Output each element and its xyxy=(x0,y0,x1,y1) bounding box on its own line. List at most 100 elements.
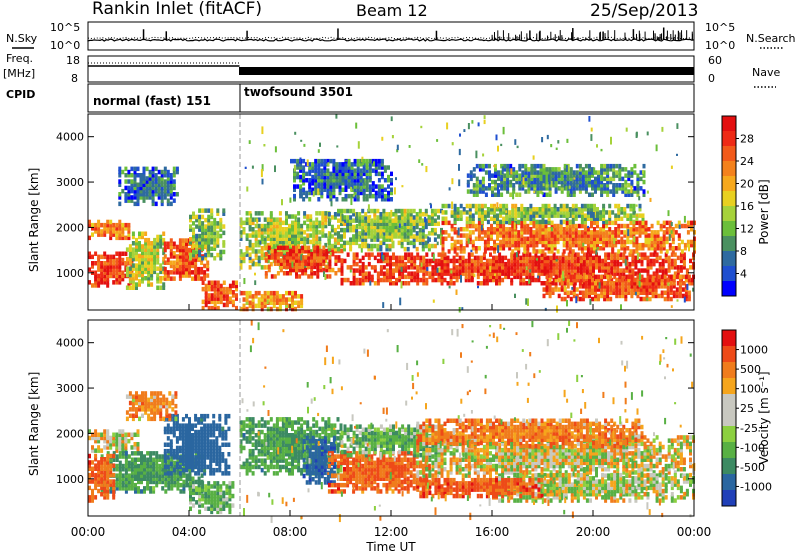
echo-cell xyxy=(178,263,182,269)
echo-cell xyxy=(568,230,572,235)
echo-cell xyxy=(424,240,428,246)
echo-cell xyxy=(590,134,593,141)
echo-cell xyxy=(272,223,276,229)
echo-cell xyxy=(673,261,677,267)
echo-cell xyxy=(476,274,480,280)
echo-cell xyxy=(585,277,589,283)
echo-cell xyxy=(677,242,681,248)
echo-cell xyxy=(642,281,646,286)
echo-cell xyxy=(481,176,485,182)
echo-cell xyxy=(656,236,660,241)
echo-cell xyxy=(318,230,322,235)
echo-cell xyxy=(400,208,404,214)
echo-cell xyxy=(582,261,586,267)
echo-cell xyxy=(340,237,343,242)
echo-cell xyxy=(562,227,566,232)
echo-cell xyxy=(244,252,247,255)
echo-cell xyxy=(279,251,283,257)
echo-cell xyxy=(635,242,639,248)
echo-cell xyxy=(422,274,426,280)
echo-cell xyxy=(552,268,556,273)
echo-cell xyxy=(355,231,359,236)
echo-cell xyxy=(397,234,401,239)
echo-cell xyxy=(562,210,566,215)
echo-cell xyxy=(453,249,457,254)
echo-cell xyxy=(207,237,211,242)
echo-cell xyxy=(396,144,399,151)
echo-cell xyxy=(512,176,516,182)
echo-cell xyxy=(135,269,138,275)
echo-cell xyxy=(210,293,214,298)
echo-cell xyxy=(608,220,612,226)
echo-cell xyxy=(142,198,146,203)
echo-cell xyxy=(166,198,170,203)
echo-cell xyxy=(602,246,606,251)
echo-cell xyxy=(274,146,277,153)
echo-cell xyxy=(554,173,558,178)
echo-cell xyxy=(533,191,536,194)
noise-panel-frame xyxy=(87,21,695,51)
echo-cell xyxy=(349,240,353,246)
echo-cell xyxy=(687,281,691,286)
echo-cell xyxy=(219,217,223,223)
echo-cell xyxy=(636,179,640,185)
echo-cell xyxy=(548,183,552,188)
echo-cell xyxy=(91,264,94,269)
echo-cell xyxy=(524,170,528,175)
echo-cell xyxy=(115,276,119,282)
echo-cell xyxy=(427,243,431,249)
echo-cell xyxy=(121,270,125,275)
echo-cell xyxy=(349,269,352,273)
echo-cell xyxy=(376,252,380,257)
echo-cell xyxy=(131,247,135,252)
echo-cell xyxy=(142,182,146,187)
echo-cell xyxy=(219,293,223,298)
echo-cell xyxy=(299,174,303,180)
echo-cell xyxy=(356,193,360,199)
echo-cell xyxy=(562,203,566,209)
echo-cell xyxy=(631,258,635,264)
echo-cell xyxy=(485,268,489,273)
echo-cell xyxy=(91,432,94,437)
echo-cell xyxy=(496,219,499,225)
echo-cell xyxy=(314,168,318,173)
echo-cell xyxy=(619,169,621,173)
echo-cell xyxy=(686,283,689,291)
echo-cell xyxy=(536,186,540,191)
echo-cell xyxy=(235,293,238,298)
echo-cell xyxy=(484,170,488,175)
echo-cell xyxy=(207,208,211,213)
echo-cell xyxy=(303,220,307,226)
echo-cell xyxy=(301,248,305,254)
echo-cell xyxy=(592,268,595,273)
echo-cell xyxy=(572,290,576,295)
echo-cell xyxy=(579,258,583,264)
echo-cell xyxy=(638,280,641,288)
echo-cell xyxy=(198,227,202,232)
echo-cell xyxy=(434,277,438,283)
echo-cell xyxy=(151,201,155,207)
echo-cell xyxy=(606,163,610,169)
echo-cell xyxy=(398,265,402,270)
echo-cell xyxy=(461,261,465,267)
echo-cell xyxy=(115,438,119,444)
echo-cell xyxy=(607,277,611,283)
echo-cell xyxy=(278,227,282,232)
echo-cell xyxy=(469,189,473,194)
echo-cell xyxy=(338,184,342,189)
echo-cell xyxy=(376,215,380,220)
echo-cell xyxy=(615,173,619,178)
echo-cell xyxy=(428,258,432,264)
echo-cell xyxy=(646,131,649,136)
echo-cell xyxy=(569,193,572,197)
echo-cell xyxy=(511,220,515,226)
echo-cell xyxy=(610,271,614,276)
echo-cell xyxy=(352,258,356,264)
echo-cell xyxy=(464,268,468,273)
echo-cell xyxy=(570,255,574,261)
echo-cell xyxy=(589,261,592,267)
echo-cell xyxy=(121,226,125,231)
echo-cell xyxy=(189,217,192,223)
echo-cell xyxy=(400,237,404,242)
echo-cell xyxy=(424,243,428,249)
